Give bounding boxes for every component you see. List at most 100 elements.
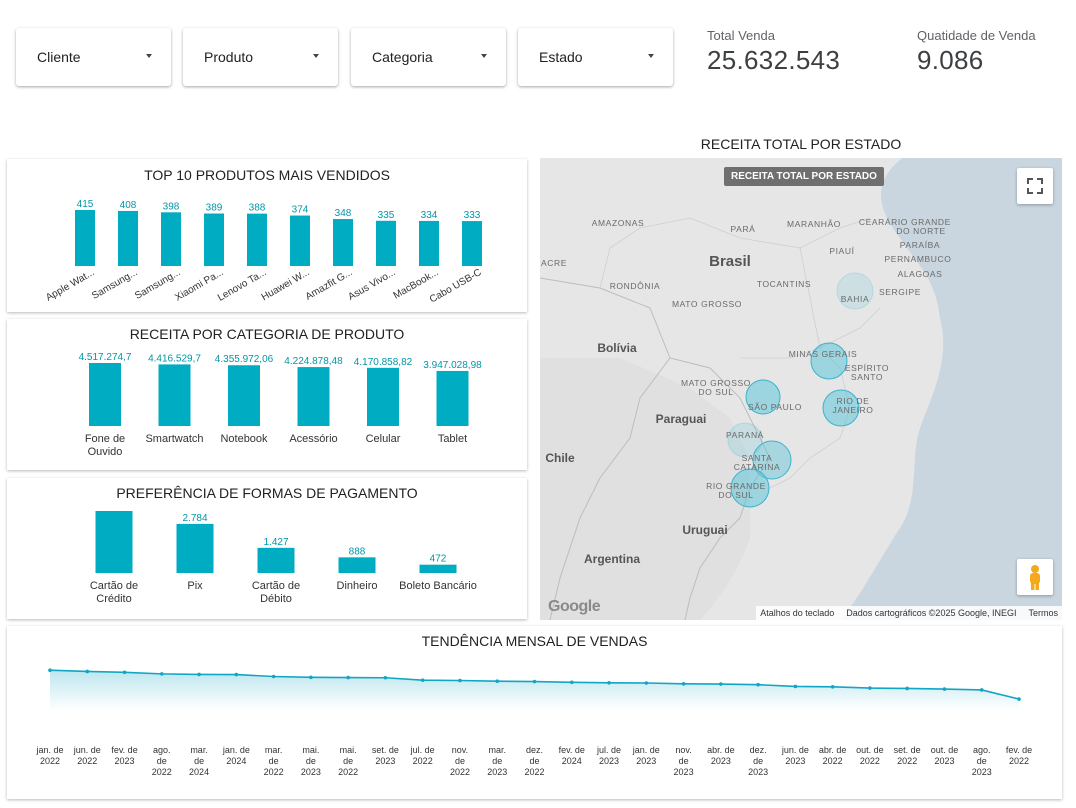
x-tick-label: out. de bbox=[856, 745, 884, 755]
bar[interactable] bbox=[290, 215, 310, 266]
x-tick-label: nov. bbox=[452, 745, 468, 755]
filter-produto[interactable]: Produto bbox=[183, 28, 338, 86]
terms-link[interactable]: Termos bbox=[1028, 608, 1058, 618]
bar[interactable] bbox=[333, 219, 353, 266]
bar[interactable] bbox=[257, 547, 295, 573]
fullscreen-icon[interactable] bbox=[1017, 168, 1053, 204]
trend-point[interactable] bbox=[234, 672, 239, 677]
x-tick-label: jun. de bbox=[73, 745, 101, 755]
category-label: Asus Vivo... bbox=[346, 267, 397, 303]
trend-point[interactable] bbox=[607, 681, 611, 685]
formas-pagamento-title: PREFERÊNCIA DE FORMAS DE PAGAMENTO bbox=[116, 485, 418, 501]
trend-point[interactable] bbox=[905, 686, 909, 691]
trend-point[interactable] bbox=[532, 679, 537, 684]
trend-area bbox=[50, 670, 1019, 710]
region-label: RIO GRANDE DO SUL bbox=[706, 481, 766, 500]
bar[interactable] bbox=[118, 210, 138, 266]
trend-point[interactable] bbox=[942, 687, 947, 691]
trend-point[interactable] bbox=[271, 674, 276, 679]
bar[interactable] bbox=[462, 221, 482, 266]
bubble-parana[interactable] bbox=[727, 422, 763, 458]
bar[interactable] bbox=[297, 367, 330, 426]
x-tick-label: abr. de bbox=[707, 745, 735, 755]
category-label: Amazfit G... bbox=[304, 267, 355, 303]
filter-estado[interactable]: Estado bbox=[518, 28, 673, 86]
trend-point[interactable] bbox=[160, 672, 164, 676]
bubble-sao-paulo[interactable] bbox=[745, 379, 781, 415]
x-tick-label: jun. de bbox=[781, 745, 809, 755]
trend-point[interactable] bbox=[569, 680, 574, 685]
trend-point[interactable] bbox=[85, 669, 90, 674]
trend-point[interactable] bbox=[383, 675, 388, 680]
x-tick-label: jan. de bbox=[632, 745, 660, 755]
bubble-minas-gerais[interactable] bbox=[810, 342, 848, 380]
trend-point[interactable] bbox=[756, 682, 760, 687]
trend-point[interactable] bbox=[979, 688, 984, 692]
trend-point[interactable] bbox=[346, 675, 350, 680]
trend-point[interactable] bbox=[458, 678, 462, 683]
region-label: BAHIA bbox=[841, 294, 870, 304]
trend-point[interactable] bbox=[420, 678, 425, 682]
bar-value-label: 4.224.878,48 bbox=[284, 356, 343, 367]
receita-categoria-title: RECEITA POR CATEGORIA DE PRODUTO bbox=[129, 326, 405, 342]
bar[interactable] bbox=[376, 220, 396, 266]
kpi-total-venda-label: Total Venda bbox=[707, 28, 775, 43]
bar-value-label: 415 bbox=[77, 199, 94, 210]
trend-point[interactable] bbox=[309, 675, 313, 680]
bar[interactable] bbox=[176, 523, 214, 573]
map-receita-por-estado[interactable]: Brasil Bolívia Paraguai Chile Uruguai Argenti… bbox=[540, 158, 1062, 620]
category-label: Crédito bbox=[96, 593, 131, 605]
x-tick-label: jan. de bbox=[222, 745, 250, 755]
trend-point[interactable] bbox=[644, 681, 649, 685]
map-data-attribution: Dados cartográficos ©2025 Google, INEGI bbox=[846, 608, 1017, 618]
trend-point[interactable] bbox=[868, 686, 872, 690]
pegman-icon[interactable] bbox=[1017, 559, 1053, 595]
keyboard-shortcuts-link[interactable]: Atalhos do teclado bbox=[760, 608, 835, 618]
x-tick-label: 2024 bbox=[226, 756, 246, 766]
bar[interactable] bbox=[367, 367, 399, 426]
bar-value-label: 333 bbox=[464, 210, 481, 221]
region-label: PARAÍBA bbox=[900, 240, 940, 250]
trend-point[interactable] bbox=[495, 679, 500, 684]
filter-categoria[interactable]: Categoria bbox=[351, 28, 506, 86]
bar[interactable] bbox=[89, 363, 121, 426]
category-label: Boleto Bancário bbox=[399, 580, 477, 592]
bar[interactable] bbox=[419, 220, 439, 266]
bar[interactable] bbox=[247, 213, 267, 266]
region-label: RONDÔNIA bbox=[610, 281, 661, 291]
trend-point[interactable] bbox=[48, 668, 52, 672]
x-tick-label: mar. bbox=[190, 745, 208, 755]
bar-value-label: 4.170.858,82 bbox=[354, 357, 413, 368]
bar[interactable] bbox=[158, 364, 191, 426]
bar-value-label: 334 bbox=[421, 210, 438, 221]
bubble-bahia[interactable] bbox=[836, 272, 874, 310]
bar[interactable] bbox=[75, 210, 95, 266]
trend-point[interactable] bbox=[681, 682, 686, 686]
bar[interactable] bbox=[204, 213, 224, 266]
bar[interactable] bbox=[436, 370, 469, 426]
region-label: ALAGOAS bbox=[898, 269, 943, 279]
x-tick-label: 2023 bbox=[748, 767, 768, 777]
filter-cliente[interactable]: Cliente bbox=[16, 28, 171, 86]
x-tick-label: 2022 bbox=[152, 767, 172, 777]
map-tag: RECEITA TOTAL POR ESTADO bbox=[724, 167, 884, 186]
bar[interactable] bbox=[228, 365, 260, 426]
bubble-santa-catarina[interactable] bbox=[752, 440, 792, 480]
bubble-rio-de-janeiro[interactable] bbox=[822, 389, 860, 427]
trend-point[interactable] bbox=[719, 682, 723, 686]
trend-point[interactable] bbox=[122, 670, 127, 675]
bubble-rio-grande-do-sul[interactable] bbox=[730, 468, 770, 508]
bar[interactable] bbox=[161, 212, 181, 266]
trend-point[interactable] bbox=[1017, 697, 1021, 701]
bar[interactable] bbox=[95, 511, 133, 573]
trend-point[interactable] bbox=[793, 684, 798, 689]
bar[interactable] bbox=[338, 557, 376, 573]
trend-point[interactable] bbox=[197, 672, 201, 677]
trend-point[interactable] bbox=[830, 684, 835, 689]
kpi-total-venda: Total Venda 25.632.543 bbox=[707, 28, 840, 76]
x-tick-label: fev. de bbox=[111, 745, 137, 755]
x-tick-label: jan. de bbox=[35, 745, 63, 755]
map-attribution: Atalhos do teclado Dados cartográficos ©… bbox=[756, 606, 1062, 620]
bar[interactable] bbox=[419, 564, 457, 573]
